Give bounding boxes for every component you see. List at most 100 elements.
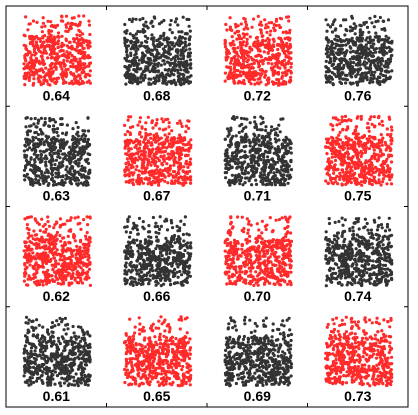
scatter-point xyxy=(162,18,166,23)
scatter-point xyxy=(166,139,170,143)
scatter-point xyxy=(132,63,136,67)
scatter-point xyxy=(389,160,394,164)
scatter-point xyxy=(156,145,160,149)
scatter-point xyxy=(55,230,60,235)
scatter-point xyxy=(280,142,284,146)
scatter-point xyxy=(132,152,136,156)
scatter-point xyxy=(329,160,333,164)
scatter-point xyxy=(279,165,283,169)
scatter-point xyxy=(44,139,48,143)
scatter-point xyxy=(163,149,168,153)
scatter-point xyxy=(371,45,375,50)
scatter-point xyxy=(337,175,342,179)
scatter-point xyxy=(161,59,165,63)
scatter-point xyxy=(62,243,67,247)
scatter-point xyxy=(51,278,55,282)
scatter-point xyxy=(284,148,288,153)
scatter-point xyxy=(178,65,182,69)
scatter-point xyxy=(158,127,162,131)
scatter-point xyxy=(43,156,47,160)
scatter-point xyxy=(156,134,160,138)
scatter-point xyxy=(59,138,63,142)
scatter-point xyxy=(125,38,130,42)
scatter-point xyxy=(326,160,330,164)
scatter-point xyxy=(131,17,135,21)
scatter-point xyxy=(281,61,285,65)
scatter-point xyxy=(383,140,387,145)
scatter-point xyxy=(152,169,156,173)
scatter-point xyxy=(276,47,280,52)
scatter-point xyxy=(169,69,173,73)
scatter-point xyxy=(126,144,130,148)
scatter-point xyxy=(245,176,249,180)
scatter-point xyxy=(60,15,64,19)
scatter-point xyxy=(167,132,171,136)
scatter-point xyxy=(62,152,67,156)
scatter-point xyxy=(36,266,40,270)
scatter-point xyxy=(147,57,151,61)
scatter-point xyxy=(275,153,279,157)
scatter-point xyxy=(338,171,342,175)
scatter-point xyxy=(256,156,260,160)
scatter-point xyxy=(288,28,292,32)
scatter-point xyxy=(64,278,68,282)
scatter-point xyxy=(129,64,133,68)
scatter-point xyxy=(264,57,268,61)
scatter-point xyxy=(52,35,56,39)
scatter-point xyxy=(181,169,185,173)
scatter-point xyxy=(233,46,237,51)
scatter-point xyxy=(332,167,336,171)
scatter-point xyxy=(46,19,50,23)
scatter-point xyxy=(124,76,129,80)
scatter-point xyxy=(259,73,263,77)
scatter-point xyxy=(366,121,370,125)
scatter-point xyxy=(284,135,288,139)
scatter-point xyxy=(232,70,236,74)
scatter-point xyxy=(130,60,134,64)
scatter-point xyxy=(124,82,128,86)
scatter-point xyxy=(148,274,152,278)
scatter-point xyxy=(332,59,336,63)
scatter-point xyxy=(53,146,57,150)
scatter-point xyxy=(68,267,72,271)
scatter-point xyxy=(54,271,58,276)
scatter-point xyxy=(248,35,252,39)
scatter-point xyxy=(133,156,137,160)
scatter-point xyxy=(126,129,130,134)
scatter-point xyxy=(26,236,30,240)
scatter-point xyxy=(231,151,235,155)
scatter-point xyxy=(241,40,246,44)
scatter-point xyxy=(330,71,334,75)
scatter-point xyxy=(44,154,48,158)
scatter-point xyxy=(76,178,81,182)
scatter-point xyxy=(238,178,242,182)
scatter-point xyxy=(34,168,38,172)
scatter-point xyxy=(128,32,132,36)
scatter-point xyxy=(43,278,47,282)
scatter-point xyxy=(243,169,247,173)
scatter-point xyxy=(267,42,271,46)
scatter-point xyxy=(339,146,343,150)
scatter-point xyxy=(367,163,371,167)
scatter-point xyxy=(40,30,45,34)
scatter-point xyxy=(75,33,79,37)
scatter-point xyxy=(184,44,188,48)
scatter-point xyxy=(73,150,77,154)
scatter-point xyxy=(155,168,159,172)
scatter-point xyxy=(143,150,147,154)
scatter-point xyxy=(184,130,188,134)
scatter-point xyxy=(223,38,227,42)
scatter-point xyxy=(253,44,257,48)
scatter-point xyxy=(382,41,386,46)
scatter-point xyxy=(175,121,180,125)
scatter-point xyxy=(131,33,135,38)
scatter-point xyxy=(225,47,229,51)
scatter-point xyxy=(60,122,64,126)
scatter-point xyxy=(252,17,256,21)
scatter-point xyxy=(76,79,80,83)
scatter-point xyxy=(356,48,360,52)
scatter-point xyxy=(264,125,268,129)
scatter-point xyxy=(163,133,167,137)
scatter-point xyxy=(164,236,168,240)
scatter-point xyxy=(247,138,251,142)
